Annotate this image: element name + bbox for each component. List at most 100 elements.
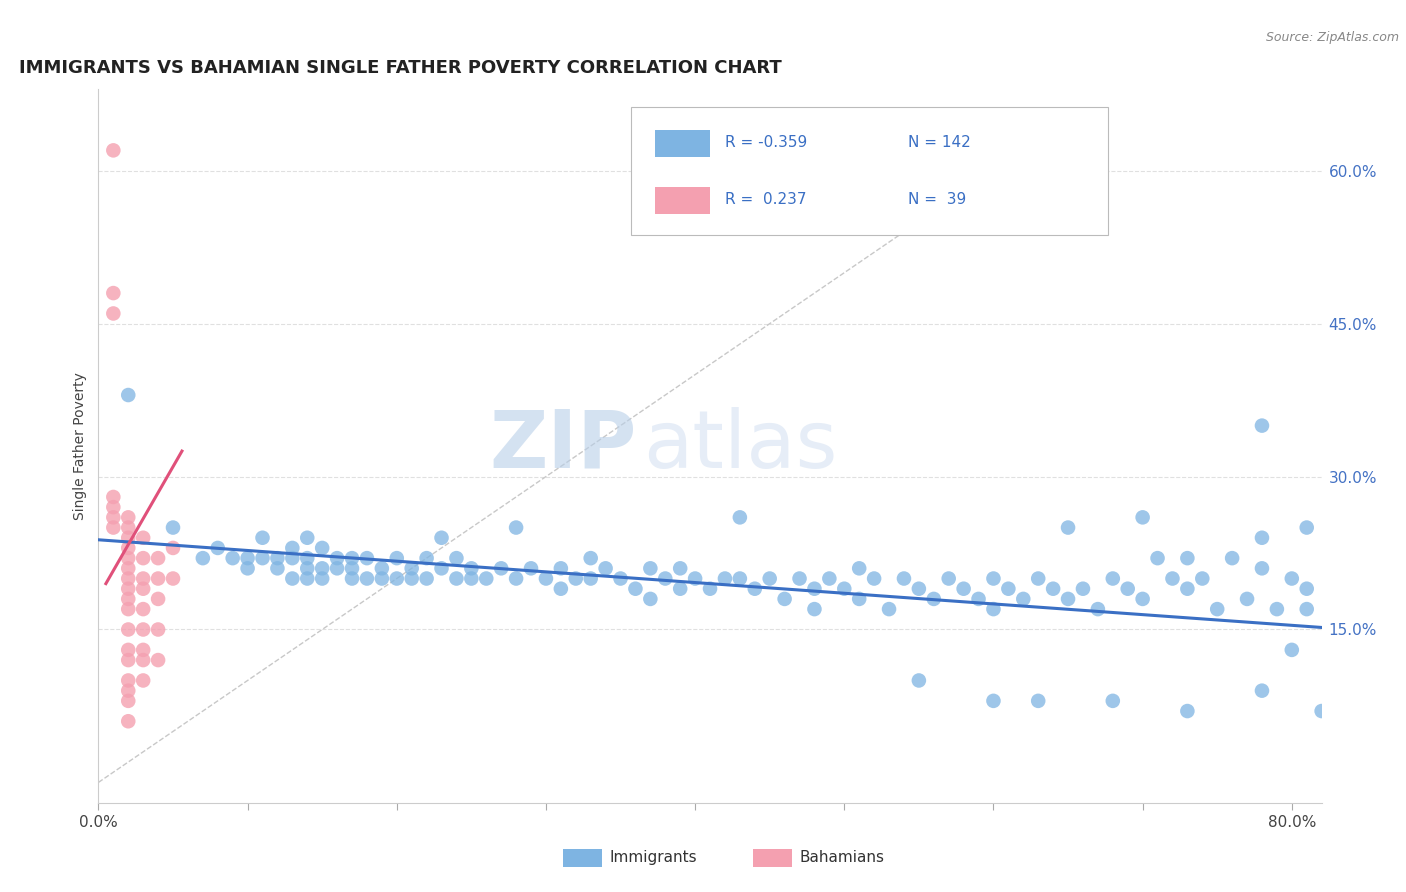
Point (475, 572, 498, 586)
Point (146, 591, 169, 606)
Point (117, 520, 139, 534)
Point (922, 591, 945, 606)
Point (699, 582, 721, 596)
Point (803, 582, 825, 596)
Point (1101, 694, 1123, 708)
Point (640, 561, 662, 575)
Text: ZIP: ZIP (489, 407, 637, 485)
Point (550, 582, 572, 596)
Point (1012, 591, 1035, 606)
Text: N =  39: N = 39 (908, 192, 966, 207)
Point (371, 572, 394, 586)
Point (550, 561, 572, 575)
Point (221, 551, 243, 566)
Point (132, 602, 155, 616)
Point (117, 653, 139, 667)
Point (132, 582, 155, 596)
Point (640, 591, 662, 606)
Point (146, 623, 169, 637)
Point (803, 602, 825, 616)
Point (997, 582, 1019, 596)
Point (908, 673, 931, 688)
Point (401, 572, 423, 586)
Point (356, 551, 378, 566)
Point (117, 551, 139, 566)
Point (281, 541, 304, 555)
Point (1295, 520, 1317, 534)
Point (401, 561, 423, 575)
Point (520, 561, 543, 575)
Point (1251, 561, 1274, 575)
Point (714, 572, 737, 586)
Point (1042, 582, 1064, 596)
Point (460, 561, 482, 575)
Point (117, 623, 139, 637)
Point (1177, 551, 1199, 566)
Point (1191, 572, 1213, 586)
Point (1026, 694, 1049, 708)
Point (1071, 582, 1094, 596)
Point (162, 541, 184, 555)
Point (669, 561, 692, 575)
Point (1146, 551, 1168, 566)
Point (297, 561, 319, 575)
Point (848, 561, 870, 575)
Point (236, 561, 259, 575)
Point (1132, 510, 1154, 524)
Point (1295, 602, 1317, 616)
Text: R =  0.237: R = 0.237 (724, 192, 806, 207)
Point (297, 551, 319, 566)
Point (103, 306, 125, 320)
Point (117, 572, 139, 586)
Point (146, 551, 169, 566)
Text: Bahamians: Bahamians (800, 850, 884, 865)
Point (103, 490, 125, 504)
Point (1206, 602, 1229, 616)
Point (818, 572, 841, 586)
Point (728, 510, 751, 524)
Point (236, 551, 259, 566)
Point (1177, 704, 1199, 718)
Point (117, 591, 139, 606)
Point (103, 286, 125, 301)
Point (505, 572, 527, 586)
Point (132, 551, 155, 566)
Point (415, 572, 437, 586)
Point (683, 572, 706, 586)
Point (117, 643, 139, 657)
Point (609, 572, 631, 586)
Point (446, 572, 468, 586)
Point (430, 531, 453, 545)
Point (132, 673, 155, 688)
Point (132, 623, 155, 637)
Point (1101, 572, 1123, 586)
Point (281, 551, 304, 566)
Point (1177, 582, 1199, 596)
Point (1116, 582, 1139, 596)
Point (1251, 531, 1274, 545)
Text: Immigrants: Immigrants (610, 850, 697, 865)
Point (340, 551, 363, 566)
FancyBboxPatch shape (564, 849, 602, 867)
Point (773, 591, 796, 606)
Point (117, 673, 139, 688)
Point (117, 531, 139, 545)
Point (103, 500, 125, 515)
Text: N = 142: N = 142 (908, 135, 972, 150)
Point (983, 602, 1005, 616)
Point (146, 653, 169, 667)
Point (146, 572, 169, 586)
Point (356, 572, 378, 586)
Point (266, 561, 288, 575)
Point (863, 572, 886, 586)
Point (983, 694, 1005, 708)
Point (789, 572, 811, 586)
Point (669, 582, 692, 596)
Point (430, 561, 453, 575)
FancyBboxPatch shape (752, 849, 792, 867)
Point (1281, 572, 1303, 586)
Point (311, 561, 333, 575)
Point (1132, 591, 1154, 606)
Point (877, 602, 900, 616)
Point (281, 572, 304, 586)
